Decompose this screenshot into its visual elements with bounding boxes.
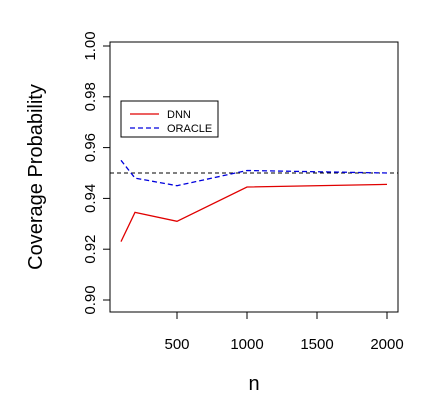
legend-label-oracle: ORACLE [167,123,212,135]
y-tick-label: 0.96 [82,133,99,162]
legend-label-dnn: DNN [167,109,191,121]
x-axis: 500 1000 1500 2000 [164,311,404,353]
x-tick-label: 2000 [370,336,403,353]
plot-frame [109,41,399,313]
series-line-dnn [120,183,388,242]
y-tick-label: 0.98 [82,82,99,111]
legend-box [120,100,219,138]
y-tick-label: 0.92 [82,235,99,264]
plot-data-layer [110,159,398,242]
y-tick-label: 0.94 [82,184,99,213]
legend: DNN ORACLE [120,100,219,138]
x-tick-label: 1000 [230,336,263,353]
x-tick-label: 1500 [300,336,333,353]
y-axis-title: Coverage Probability [25,84,47,270]
x-tick-label: 500 [164,336,189,353]
x-axis-title: n [248,373,259,395]
series-line-oracle [120,159,388,187]
y-tick-label: 1.00 [82,31,99,60]
y-axis: 0.90 0.92 0.94 0.96 0.98 1.00 [82,31,111,315]
y-tick-label: 0.90 [82,285,99,314]
